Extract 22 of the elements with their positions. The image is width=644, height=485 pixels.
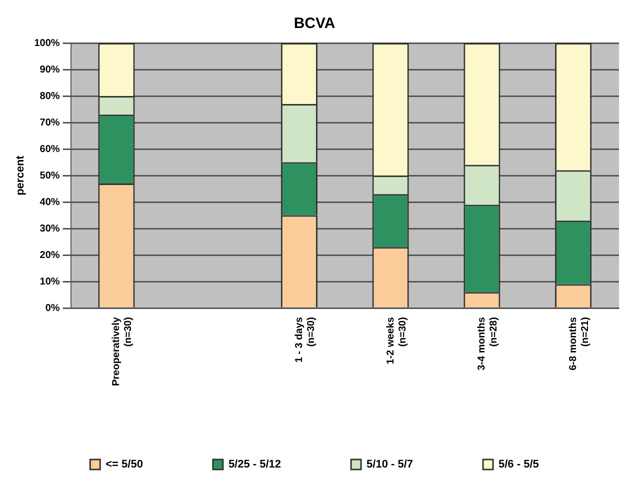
legend-label: <= 5/50 [106, 458, 143, 471]
chart-title: BCVA [294, 15, 336, 32]
y-tick-label: 40% [40, 196, 60, 208]
y-tick-label: 20% [40, 250, 60, 261]
y-tick-label: 50% [40, 170, 60, 182]
x-tick-label: 1-2 weeks (n=30) [385, 316, 408, 364]
x-tick-label: 1 - 3 days (n=30) [294, 316, 317, 363]
y-tick-label: 0% [45, 302, 60, 314]
legend-label: 5/25 - 5/12 [228, 458, 282, 471]
y-tick-label: 100% [34, 38, 60, 49]
y-tick-label: 90% [40, 64, 60, 76]
y-tick-label: 30% [40, 223, 60, 234]
legend-label: 5/6 - 5/5 [498, 458, 539, 471]
x-tick-label: 6-8 months (n=21) [568, 316, 592, 370]
legend-label: 5/10 - 5/7 [366, 458, 414, 471]
y-tick-label: 60% [40, 144, 60, 155]
y-axis-title: percent [14, 155, 27, 196]
y-tick-label: 10% [40, 276, 60, 288]
y-tick-label: 70% [40, 117, 60, 128]
x-tick-label: Preoperatively (n=30) [111, 316, 134, 386]
y-tick-label: 80% [40, 90, 60, 102]
x-tick-label: 3-4 months (n=28) [476, 316, 500, 370]
